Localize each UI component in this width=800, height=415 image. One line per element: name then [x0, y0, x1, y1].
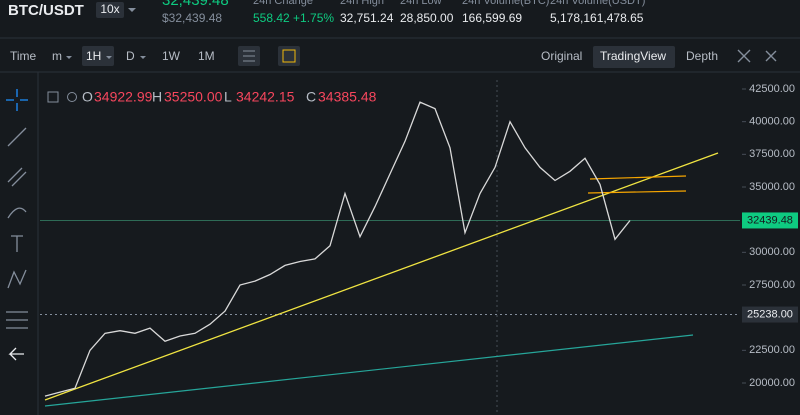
h-ray [589, 175, 687, 180]
dropdown-arrow [128, 8, 136, 12]
stat-value: 32,751.24 [340, 11, 394, 25]
price-line-series [44, 101, 631, 397]
indicator-icon [243, 50, 255, 62]
ohlc-value: 34385.48 [318, 89, 377, 105]
stat-value: 166,599.69 [462, 11, 522, 25]
toggle-box[interactable] [47, 91, 59, 103]
y-tick-label: 35000.00 [749, 181, 795, 193]
last-price: 32,439.48 [162, 0, 229, 9]
interval[interactable]: 1M [198, 49, 215, 63]
y-tick-label: 22500.00 [749, 344, 795, 356]
ohlc-key: H [152, 89, 162, 105]
stat-label: 24h Low [400, 0, 442, 7]
dropdown-arrow [66, 56, 72, 59]
y-tick-label: 37500.00 [749, 148, 795, 160]
ohlc-key: O [82, 89, 93, 105]
pair[interactable]: BTC/USDT [8, 2, 84, 19]
y-tick-label: 42500.00 [749, 83, 795, 95]
y-tick-label: 40000.00 [749, 116, 795, 128]
interval[interactable]: 1H [86, 49, 101, 63]
stat-value: 558.42 +1.75% [253, 11, 334, 25]
trend-line [44, 334, 694, 407]
stat-value: 28,850.00 [400, 11, 454, 25]
toggle-eye[interactable] [67, 92, 77, 102]
level-badge [742, 306, 798, 323]
dropdown-arrow [106, 56, 112, 59]
interval[interactable]: D [126, 49, 135, 63]
stat-label: 24h High [340, 0, 384, 7]
last-price-usd: $32,439.48 [162, 11, 222, 25]
price-badge-label: 32439.48 [747, 214, 793, 226]
template-icon [282, 49, 296, 63]
ohlc-key: L [224, 89, 232, 105]
view-active[interactable] [593, 46, 675, 68]
price-badge [742, 212, 798, 229]
stat-value: 5,178,161,478.65 [550, 11, 644, 25]
leverage[interactable]: 10x [100, 2, 119, 16]
stat-label: 24h Volume(USDT) [550, 0, 645, 7]
interval[interactable]: 1W [162, 49, 181, 63]
interval-active[interactable] [82, 46, 114, 66]
trend-line [44, 152, 719, 401]
interval[interactable]: m [52, 49, 62, 63]
dropdown-arrow [140, 56, 146, 59]
ohlc-value: 34242.15 [236, 89, 295, 105]
view-tab[interactable]: TradingView [600, 49, 666, 63]
h-ray [587, 190, 687, 194]
template-button[interactable] [278, 46, 300, 66]
y-tick-label: 27500.00 [749, 279, 795, 291]
stat-label: 24h Change [253, 0, 313, 7]
y-tick-label: 20000.00 [749, 377, 795, 389]
leverage-box[interactable] [96, 2, 124, 18]
view-tab[interactable]: Depth [686, 49, 718, 63]
level-badge-label: 25238.00 [747, 308, 793, 320]
ohlc-key: C [306, 89, 316, 105]
interval[interactable]: Time [10, 49, 37, 63]
window-icons[interactable] [737, 49, 777, 63]
stat-label: 24h Volume(BTC) [462, 0, 549, 7]
view-tab[interactable]: Original [541, 49, 582, 63]
y-tick-label: 30000.00 [749, 246, 795, 258]
drawing-tools[interactable] [6, 89, 28, 361]
ohlc-value: 35250.00 [164, 89, 223, 105]
ohlc-value: 34922.99 [94, 89, 153, 105]
